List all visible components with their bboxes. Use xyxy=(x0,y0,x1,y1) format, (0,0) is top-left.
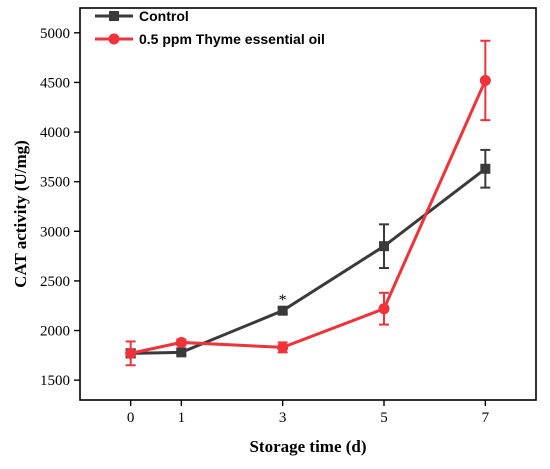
x-tick-label: 1 xyxy=(178,410,186,426)
data-point xyxy=(379,241,389,252)
data-point xyxy=(176,347,187,358)
series-line xyxy=(130,167,487,355)
legend-label: 0.5 ppm Thyme essential oil xyxy=(139,31,325,47)
series-1 xyxy=(125,39,491,367)
legend-item: 0.5 ppm Thyme essential oil xyxy=(95,31,325,47)
legend-marker xyxy=(109,11,119,21)
y-tick-label: 2500 xyxy=(40,274,70,290)
series-line xyxy=(130,79,487,355)
data-point xyxy=(378,303,390,315)
axes xyxy=(79,7,537,401)
legend: Control 0.5 ppm Thyme essential oil xyxy=(95,8,325,47)
y-tick-label: 3500 xyxy=(40,175,70,191)
annotation-layer: * xyxy=(279,292,287,309)
data-point xyxy=(480,163,491,174)
legend-label: Control xyxy=(139,8,189,24)
x-axis-ticks: 0 1 3 5 7 xyxy=(127,400,490,426)
series-layer xyxy=(125,39,491,367)
x-tick-label: 5 xyxy=(380,410,388,426)
data-point xyxy=(277,305,288,316)
y-tick-label: 4000 xyxy=(40,125,70,141)
y-tick-label: 3000 xyxy=(40,224,70,240)
series-0 xyxy=(125,148,491,359)
y-tick-label: 1500 xyxy=(40,373,70,389)
x-tick-label: 0 xyxy=(127,410,135,426)
data-point xyxy=(479,74,491,86)
y-tick-label: 5000 xyxy=(40,26,70,42)
data-point xyxy=(175,336,187,348)
legend-item: Control xyxy=(95,8,189,24)
x-axis-title: Storage time (d) xyxy=(249,437,366,456)
legend-marker xyxy=(108,33,120,45)
y-axis-title: CAT activity (U/mg) xyxy=(11,140,30,288)
plot-frame xyxy=(79,7,537,401)
y-tick-label: 2000 xyxy=(40,324,70,340)
y-tick-label: 4500 xyxy=(40,75,70,91)
y-axis-ticks: 1500 2000 2500 3000 3500 4000 4500 5000 xyxy=(40,26,80,389)
x-tick-label: 3 xyxy=(279,410,287,426)
x-tick-label: 7 xyxy=(482,410,490,426)
significance-marker: * xyxy=(279,292,287,309)
data-point xyxy=(277,341,289,353)
data-point xyxy=(125,347,137,359)
